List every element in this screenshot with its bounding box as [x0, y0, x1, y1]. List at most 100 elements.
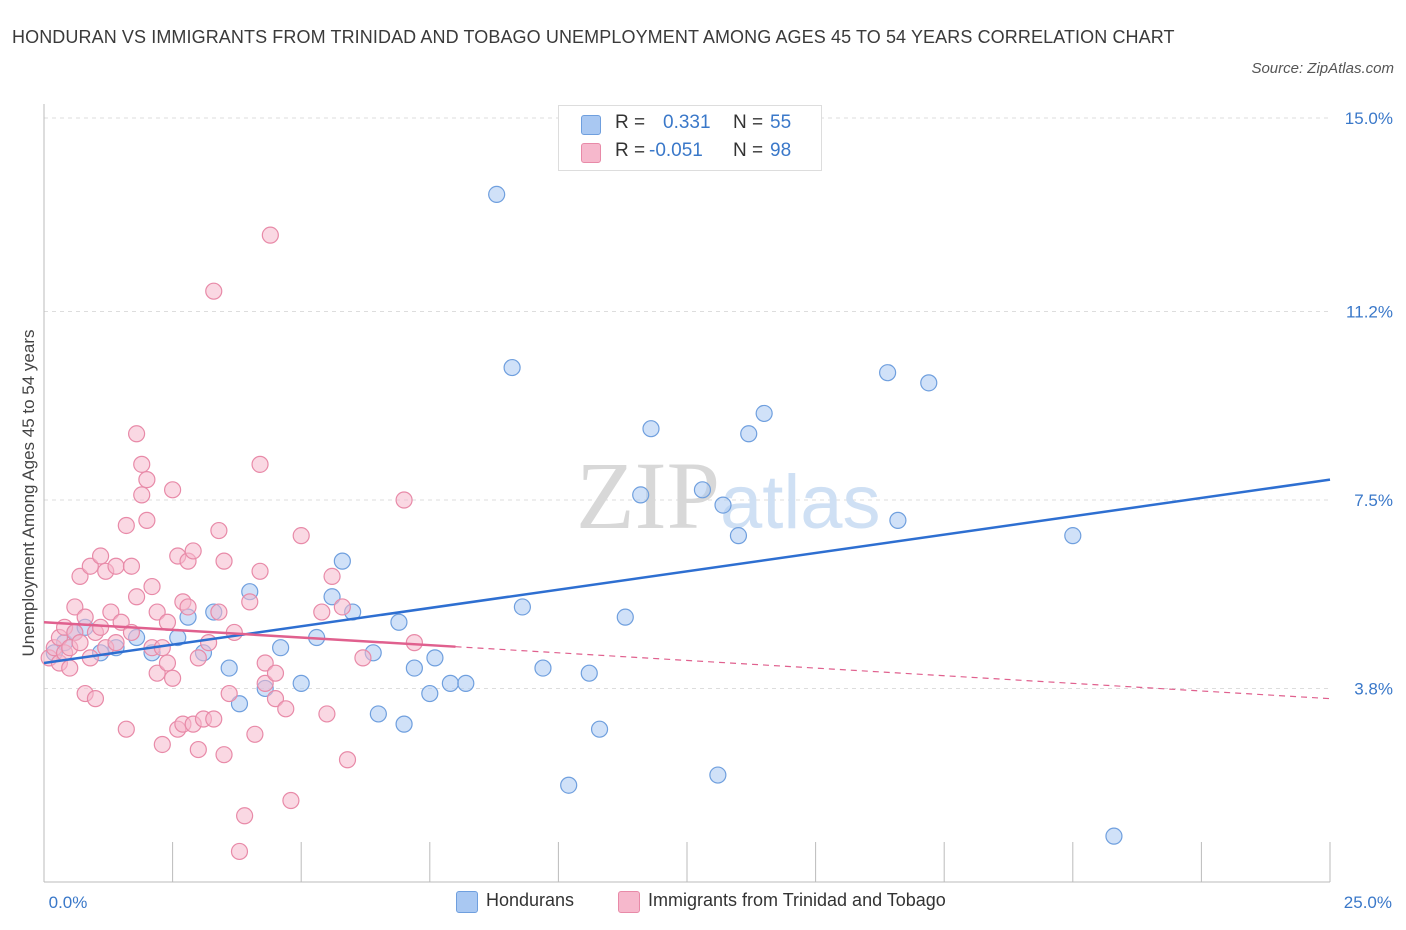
trinidad-point: [318, 705, 336, 723]
hondurans-point: [755, 404, 773, 423]
r-label: R =: [615, 112, 646, 133]
trinidad-point: [91, 547, 110, 565]
grid-lines: [44, 117, 1330, 689]
trinidad-point: [107, 557, 125, 575]
hondurans-point: [488, 185, 506, 203]
trinidad-point: [313, 603, 331, 621]
trinidad-point: [241, 593, 259, 611]
trinidad-point: [71, 567, 89, 586]
trinidad-point: [261, 226, 279, 244]
hondurans-point: [230, 695, 249, 713]
hondurans-point: [426, 649, 444, 667]
trinidad-point: [292, 527, 310, 545]
trinidad-point: [127, 425, 146, 443]
hondurans-point: [534, 659, 552, 677]
r-value: 0.331: [663, 112, 711, 133]
trinidad-point: [102, 603, 120, 621]
axes: [43, 104, 1331, 883]
trinidad-point: [246, 725, 264, 743]
hondurans-trend-line: [43, 478, 1331, 665]
hondurans-point: [879, 364, 897, 382]
hondurans-point: [729, 527, 748, 545]
trinidad-swatch: [618, 891, 640, 913]
hondurans-point: [632, 486, 650, 504]
hondurans-point: [457, 674, 475, 692]
hondurans-point: [642, 420, 660, 438]
trinidad-point: [323, 567, 341, 586]
trinidad-point: [107, 634, 125, 652]
trinidad-trend-line-extension: [455, 646, 1331, 700]
trinidad-point: [354, 649, 372, 667]
hondurans-point: [1105, 827, 1123, 845]
trinidad-point: [138, 511, 156, 529]
trinidad-point: [153, 735, 171, 754]
hondurans-point: [441, 674, 459, 692]
hondurans-swatch: [581, 115, 601, 135]
trinidad-point: [158, 654, 177, 672]
hondurans-point: [272, 639, 290, 657]
hondurans-point: [323, 588, 341, 606]
legend-label: Immigrants from Trinidad and Tobago: [648, 890, 946, 910]
hondurans-point: [333, 552, 351, 570]
hondurans-point: [714, 496, 732, 514]
trinidad-point: [133, 455, 151, 473]
trinidad-point: [266, 664, 285, 682]
trinidad-point: [338, 751, 357, 769]
trinidad-point: [133, 486, 151, 504]
trinidad-point: [71, 634, 89, 652]
hondurans-point: [709, 766, 727, 784]
y-tick-label: 11.2%: [1346, 303, 1393, 322]
trinidad-point: [395, 491, 413, 509]
hondurans-point: [390, 613, 408, 631]
trinidad-point: [266, 690, 285, 708]
trinidad-point: [236, 807, 254, 825]
trinidad-point: [86, 690, 105, 708]
trinidad-point: [189, 649, 207, 667]
y-tick-label: 7.5%: [1354, 491, 1393, 510]
trinidad-point: [282, 791, 300, 810]
hondurans-point: [421, 684, 439, 703]
n-label: N =: [733, 112, 764, 133]
trinidad-point: [210, 521, 228, 540]
trinidad-point: [122, 557, 141, 575]
trinidad-point: [230, 842, 249, 861]
trinidad-point: [200, 634, 218, 652]
source-label: Source: ZipAtlas.com: [1251, 60, 1394, 77]
hondurans-point: [693, 481, 712, 499]
hondurans-point: [590, 720, 609, 738]
trinidad-point: [117, 720, 135, 738]
trinidad-point: [164, 481, 182, 499]
trinidad-point: [251, 455, 269, 473]
n-value: 55: [770, 112, 792, 133]
x-tick-label: 25.0%: [1344, 893, 1392, 912]
legend-label: Hondurans: [486, 890, 575, 910]
trinidad-point: [251, 562, 269, 580]
hondurans-point: [292, 674, 310, 692]
trinidad-point: [220, 684, 238, 703]
y-tick-label: 3.8%: [1354, 679, 1393, 698]
chart-title: HONDURAN VS IMMIGRANTS FROM TRINIDAD AND…: [12, 27, 1175, 47]
r-value: -0.051: [649, 140, 703, 161]
trinidad-swatch: [581, 143, 601, 163]
trinidad-point: [158, 613, 177, 631]
trinidad-point: [215, 746, 233, 764]
stats-legend: R = 0.331 N = 55 R = -0.051 N = 98: [558, 105, 822, 171]
trinidad-trend-line: [43, 620, 456, 648]
watermark-atlas: atlas: [720, 460, 881, 545]
trinidad-point: [61, 659, 79, 677]
data-points: [40, 185, 1123, 861]
trinidad-point: [184, 542, 202, 560]
hondurans-point: [369, 705, 387, 723]
trinidad-point: [277, 700, 295, 718]
hondurans-point: [220, 659, 238, 677]
trinidad-point: [405, 634, 423, 652]
trinidad-point: [215, 552, 233, 570]
hondurans-point: [513, 598, 531, 616]
trinidad-point: [138, 471, 156, 489]
n-value: 98: [770, 140, 792, 161]
trinidad-point: [210, 603, 228, 621]
hondurans-point: [560, 776, 578, 794]
trinidad-point: [117, 516, 135, 535]
trinidad-point: [205, 282, 223, 300]
